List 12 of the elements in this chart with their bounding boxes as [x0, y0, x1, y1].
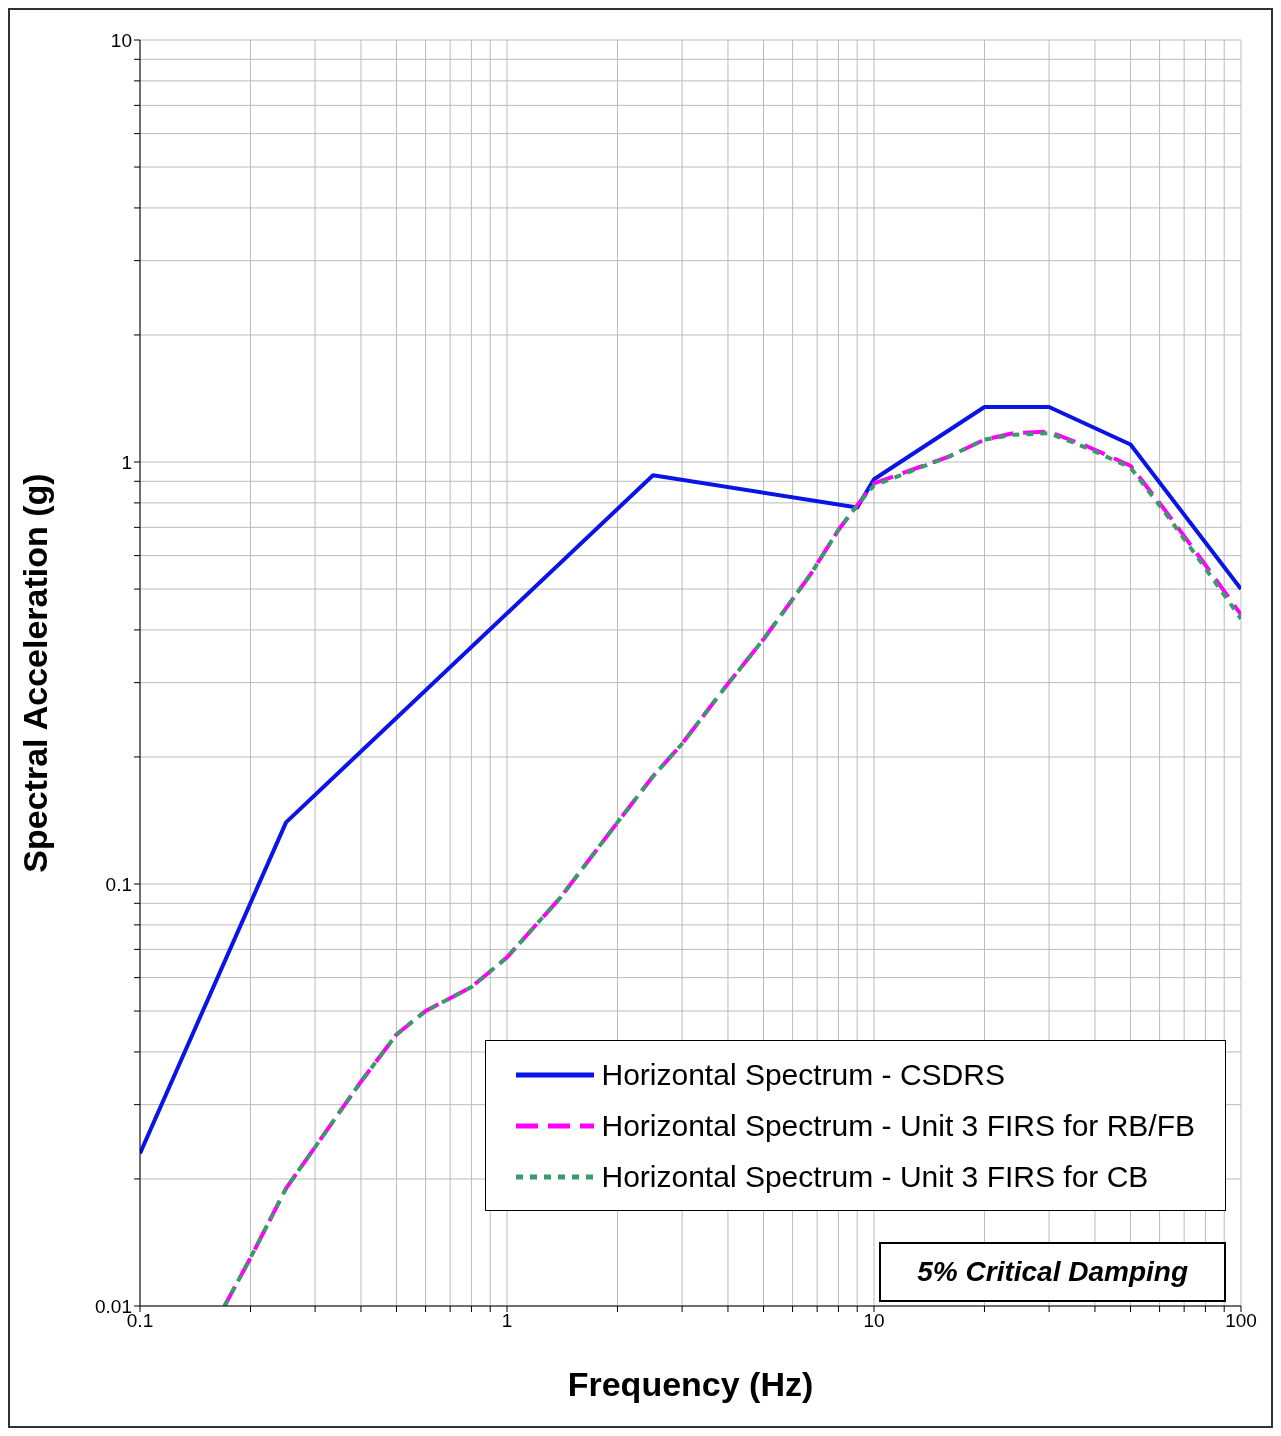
legend-label: Horizontal Spectrum - Unit 3 FIRS for CB	[601, 1159, 1149, 1194]
x-tick-label: 10	[863, 1310, 885, 1332]
annotation: 5% Critical Damping	[879, 1242, 1226, 1302]
y-tick-label: 0.1	[105, 873, 132, 895]
x-tick-label: 100	[1225, 1310, 1257, 1332]
legend-label: Horizontal Spectrum - CSDRS	[601, 1057, 1005, 1092]
y-axis-title: Spectral Acceleration (g)	[16, 473, 55, 873]
y-tick-label: 10	[110, 29, 132, 51]
x-tick-label: 1	[501, 1310, 513, 1332]
y-tick-label: 1	[121, 451, 132, 473]
x-axis-title: Frequency (Hz)	[567, 1365, 814, 1403]
legend-label: Horizontal Spectrum - Unit 3 FIRS for RB/FB	[601, 1108, 1195, 1143]
